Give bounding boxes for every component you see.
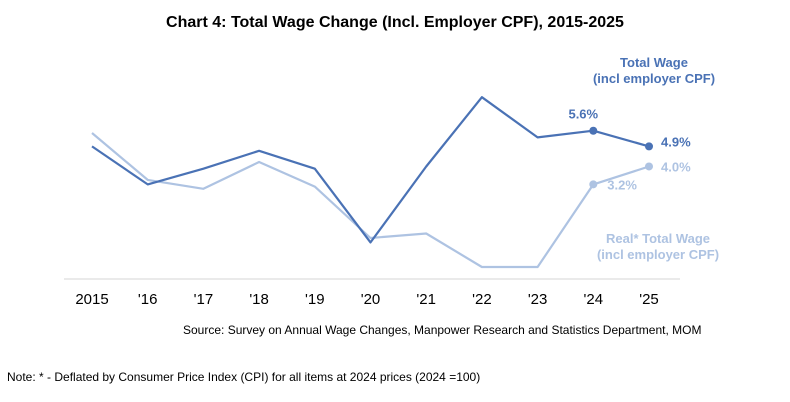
real-total-wage-marker: [645, 162, 653, 171]
x-tick-label: '22: [472, 291, 492, 308]
series-label-real-total-wage: (incl employer CPF): [597, 247, 719, 262]
x-tick-label: '19: [305, 291, 325, 308]
x-tick-label: '20: [361, 291, 381, 308]
data-label-total-wage-2024: 5.6%: [568, 107, 598, 122]
series-label-total-wage: Total Wage: [620, 55, 688, 70]
total-wage-marker: [589, 126, 598, 135]
x-tick-label: '16: [138, 291, 158, 308]
x-tick-label: '17: [194, 291, 214, 308]
data-label-real-wage-2025: 4.0%: [661, 159, 691, 174]
series-label-real-total-wage: Real* Total Wage: [606, 231, 710, 246]
chart-title: Chart 4: Total Wage Change (Incl. Employ…: [166, 14, 624, 31]
data-label-total-wage-2025: 4.9%: [661, 134, 691, 149]
total-wage-marker: [645, 142, 653, 151]
data-label-real-wage-2024: 3.2%: [607, 177, 637, 192]
x-tick-label: '23: [528, 291, 548, 308]
x-tick-label: '21: [416, 291, 436, 308]
series-line-total-wage: [91, 96, 650, 244]
x-tick-label: '18: [249, 291, 269, 308]
x-tick-label: '24: [584, 291, 604, 308]
x-tick-label: 2015: [75, 291, 108, 308]
series-label-total-wage: (incl employer CPF): [593, 71, 715, 86]
source-note: Source: Survey on Annual Wage Changes, M…: [183, 323, 702, 337]
real-total-wage-marker: [589, 180, 598, 189]
footnote: Note: * - Deflated by Consumer Price Ind…: [7, 370, 481, 384]
series-line-real-total-wage: [91, 132, 650, 269]
x-tick-label: '25: [639, 291, 659, 308]
line-chart: 2015 '16 '17 '18 '19 '20 '21 '22 '23 '24 '25 5.6% 4.…: [64, 55, 719, 308]
